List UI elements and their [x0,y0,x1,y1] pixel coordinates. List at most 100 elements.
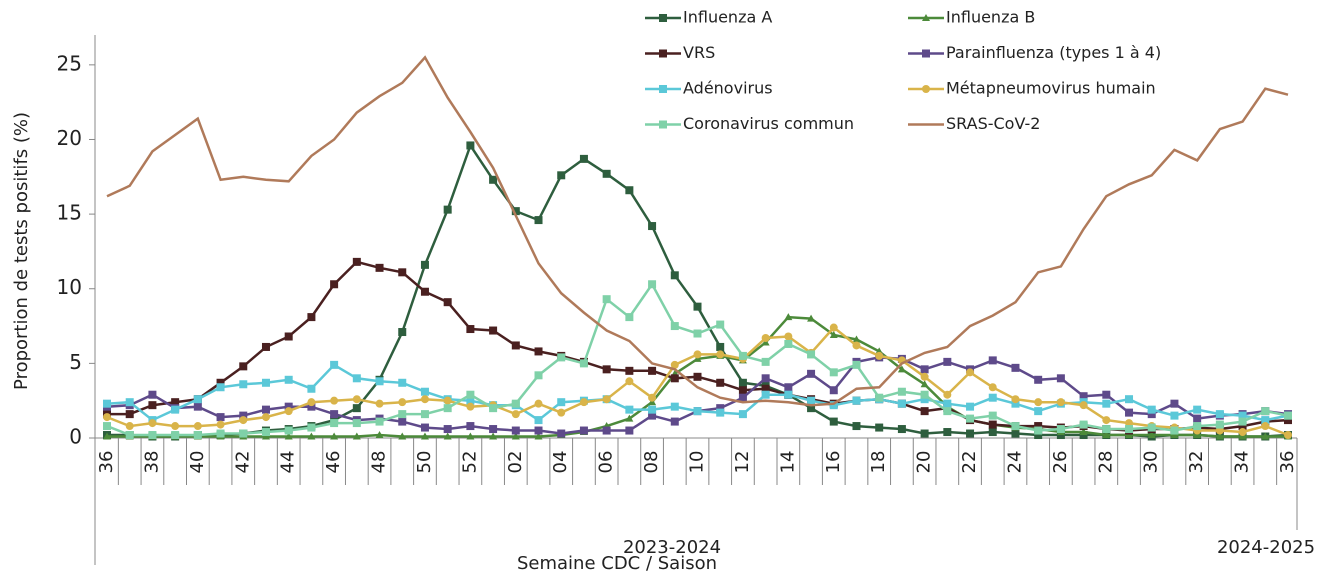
marker [625,313,634,322]
marker [966,402,975,411]
marker [193,395,202,404]
marker [738,351,747,360]
marker [489,175,498,184]
marker [761,390,770,399]
marker [1215,420,1224,429]
marker [966,414,975,423]
marker [1215,432,1224,440]
y-tick-label: 15 [57,201,82,225]
marker [284,432,293,440]
x-tick-label: 50 [414,451,435,474]
marker [466,141,475,150]
marker [943,357,952,366]
y-tick-label: 20 [57,126,82,150]
marker [534,432,543,440]
marker [216,420,225,429]
marker [738,386,747,395]
marker [466,390,475,399]
marker [693,407,702,416]
marker [307,398,316,407]
marker [761,357,770,366]
marker [807,396,816,405]
x-tick-label: 52 [459,451,480,474]
series-line [106,356,1289,435]
marker [920,407,929,416]
marker [852,360,861,369]
marker [1284,411,1292,420]
marker [648,405,657,414]
x-tick-label: 44 [278,451,299,474]
marker [807,404,816,413]
marker [398,398,407,407]
marker [716,342,725,351]
marker [1193,405,1202,414]
marker [852,341,861,350]
marker [330,396,339,405]
marker [420,395,429,404]
marker [716,404,725,413]
series-line [107,260,1289,432]
marker [171,405,180,414]
marker [466,402,475,411]
legend-label: Coronavirus commun [683,114,854,133]
marker [420,287,429,296]
marker [375,431,384,439]
marker [534,216,543,225]
marker [829,401,838,410]
marker [761,374,770,383]
marker [352,374,361,383]
marker [1215,410,1224,419]
marker [988,393,997,402]
marker [466,396,475,405]
marker [103,399,111,408]
marker [579,426,588,435]
marker [1102,390,1111,399]
marker [261,378,270,387]
marker [466,432,475,440]
marker [103,422,111,431]
marker [1261,407,1270,416]
marker [1079,392,1088,401]
marker [738,410,747,419]
marker [307,423,316,432]
marker [1056,398,1065,407]
marker [1034,422,1043,431]
y-tick-label: 25 [57,51,82,75]
marker [988,383,997,392]
marker [602,426,611,435]
marker [807,369,816,378]
marker [716,350,725,359]
marker [420,410,429,419]
x-tick-label: 10 [687,451,708,474]
marker [1238,417,1247,426]
marker [489,326,498,335]
marker [829,386,838,395]
marker [852,422,861,431]
marker [557,408,566,417]
marker [988,428,997,437]
x-tick-label: 42 [232,451,253,474]
marker [443,396,452,405]
marker [1011,395,1020,404]
marker [920,372,929,381]
marker [307,313,316,322]
marker [103,432,111,440]
marker [307,432,316,440]
marker [1034,426,1043,435]
marker [125,398,134,407]
marker [897,387,906,396]
x-tick-label: 36 [1277,451,1298,474]
marker [534,416,543,425]
x-tick-label: 04 [550,451,571,474]
marker [1193,422,1202,431]
legend-label: Influenza A [683,8,772,27]
marker [330,360,339,369]
marker [1011,399,1020,408]
legend-marker [659,120,667,129]
marker [897,399,906,408]
marker [398,432,407,440]
marker [125,422,134,431]
marker [148,431,157,440]
marker [1170,411,1179,420]
